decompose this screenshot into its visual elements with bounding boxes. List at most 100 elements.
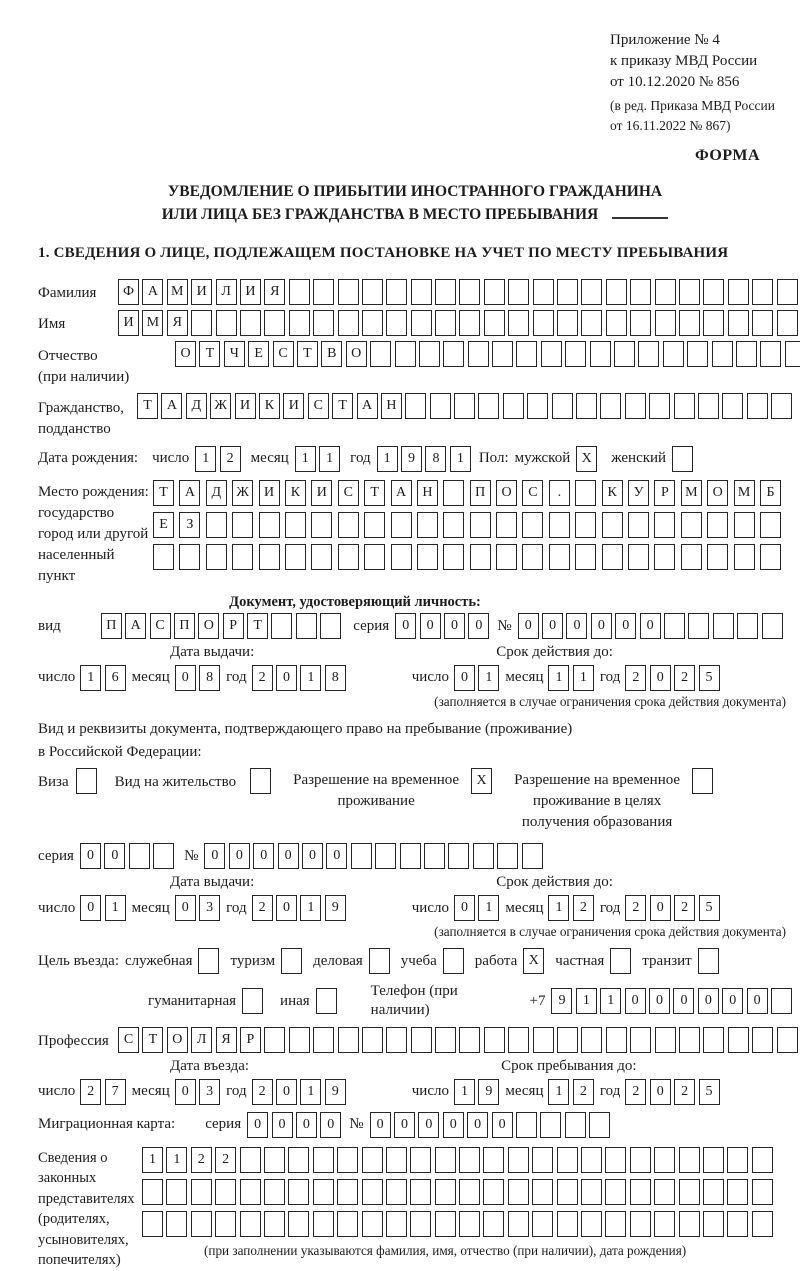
char-cell[interactable]: [443, 511, 465, 538]
char-cell[interactable]: 0: [542, 612, 564, 639]
char-cell[interactable]: К: [284, 479, 306, 506]
char-cell[interactable]: [654, 543, 676, 570]
char-cell[interactable]: [386, 1026, 408, 1053]
char-cell[interactable]: 0: [419, 612, 441, 639]
char-cell[interactable]: Т: [153, 479, 174, 506]
char-cell[interactable]: .: [548, 479, 570, 506]
char-cell[interactable]: X: [523, 948, 545, 975]
char-cell[interactable]: [575, 543, 597, 570]
char-cell[interactable]: [697, 948, 719, 975]
char-cell[interactable]: Р: [222, 612, 244, 639]
char-cell[interactable]: [205, 511, 227, 538]
char-cell[interactable]: 0: [590, 612, 612, 639]
char-cell[interactable]: [483, 1178, 505, 1205]
char-cell[interactable]: 0: [247, 1111, 269, 1138]
char-cell[interactable]: [434, 1178, 456, 1205]
char-cell[interactable]: 8: [199, 664, 221, 691]
char-cell[interactable]: [205, 543, 227, 570]
char-cell[interactable]: [605, 278, 627, 305]
char-cell[interactable]: Е: [153, 511, 174, 538]
birth-place-row-3[interactable]: [153, 543, 781, 570]
char-cell[interactable]: Т: [199, 340, 221, 367]
char-cell[interactable]: [337, 511, 359, 538]
char-cell[interactable]: 1: [548, 1078, 570, 1105]
residence-permit-checkbox[interactable]: [250, 768, 272, 795]
char-cell[interactable]: Т: [364, 479, 386, 506]
char-cell[interactable]: [727, 1146, 749, 1173]
char-cell[interactable]: Т: [137, 392, 158, 419]
char-cell[interactable]: 0: [301, 843, 323, 870]
char-cell[interactable]: П: [173, 612, 195, 639]
char-cell[interactable]: 0: [453, 664, 475, 691]
char-cell[interactable]: [288, 309, 310, 336]
char-cell[interactable]: Л: [191, 1026, 213, 1053]
char-cell[interactable]: 3: [199, 894, 221, 921]
char-cell[interactable]: [624, 392, 646, 419]
char-cell[interactable]: 0: [174, 1078, 196, 1105]
char-cell[interactable]: 7: [104, 1078, 126, 1105]
char-cell[interactable]: [313, 1026, 335, 1053]
char-cell[interactable]: П: [469, 479, 491, 506]
char-cell[interactable]: С: [337, 479, 359, 506]
char-cell[interactable]: [672, 445, 694, 472]
male-checkbox[interactable]: X: [576, 445, 598, 472]
char-cell[interactable]: [385, 1146, 407, 1173]
char-cell[interactable]: [337, 1210, 359, 1237]
char-cell[interactable]: Н: [380, 392, 402, 419]
char-cell[interactable]: [629, 1146, 651, 1173]
char-cell[interactable]: [522, 543, 544, 570]
char-cell[interactable]: [459, 278, 481, 305]
char-cell[interactable]: Ч: [223, 340, 245, 367]
char-cell[interactable]: [515, 1111, 537, 1138]
char-cell[interactable]: П: [100, 612, 122, 639]
char-cell[interactable]: [527, 392, 549, 419]
char-cell[interactable]: Ж: [210, 392, 232, 419]
char-cell[interactable]: [575, 479, 597, 506]
char-cell[interactable]: 1: [80, 664, 102, 691]
char-cell[interactable]: [654, 511, 676, 538]
char-cell[interactable]: 1: [300, 1078, 322, 1105]
char-cell[interactable]: [312, 1178, 334, 1205]
char-cell[interactable]: И: [283, 392, 305, 419]
char-cell[interactable]: [605, 1026, 627, 1053]
char-cell[interactable]: [589, 340, 611, 367]
char-cell[interactable]: 5: [698, 1078, 720, 1105]
char-cell[interactable]: [361, 278, 383, 305]
char-cell[interactable]: [311, 511, 333, 538]
char-cell[interactable]: 6: [104, 664, 126, 691]
char-cell[interactable]: [564, 1111, 586, 1138]
char-cell[interactable]: 0: [271, 1111, 293, 1138]
char-cell[interactable]: 0: [326, 843, 348, 870]
char-cell[interactable]: [128, 843, 150, 870]
char-cell[interactable]: 0: [253, 843, 275, 870]
char-cell[interactable]: [654, 309, 676, 336]
char-cell[interactable]: [232, 511, 254, 538]
char-cell[interactable]: 0: [418, 1111, 440, 1138]
char-cell[interactable]: 0: [468, 612, 490, 639]
purpose-tourism-checkbox[interactable]: [281, 948, 303, 975]
char-cell[interactable]: [337, 1146, 359, 1173]
char-cell[interactable]: М: [733, 479, 755, 506]
char-cell[interactable]: Т: [247, 612, 269, 639]
char-cell[interactable]: [680, 511, 702, 538]
char-cell[interactable]: 2: [80, 1078, 102, 1105]
purpose-study-checkbox[interactable]: [442, 948, 464, 975]
char-cell[interactable]: [264, 1026, 286, 1053]
char-cell[interactable]: [295, 612, 317, 639]
char-cell[interactable]: X: [576, 445, 598, 472]
char-cell[interactable]: А: [161, 392, 183, 419]
char-cell[interactable]: [722, 392, 744, 419]
char-cell[interactable]: [410, 1026, 432, 1053]
char-cell[interactable]: [483, 278, 505, 305]
char-cell[interactable]: 2: [572, 894, 594, 921]
char-cell[interactable]: [507, 1146, 529, 1173]
char-cell[interactable]: [284, 511, 306, 538]
char-cell[interactable]: 0: [649, 894, 671, 921]
char-cell[interactable]: [153, 843, 175, 870]
char-cell[interactable]: [751, 1178, 773, 1205]
